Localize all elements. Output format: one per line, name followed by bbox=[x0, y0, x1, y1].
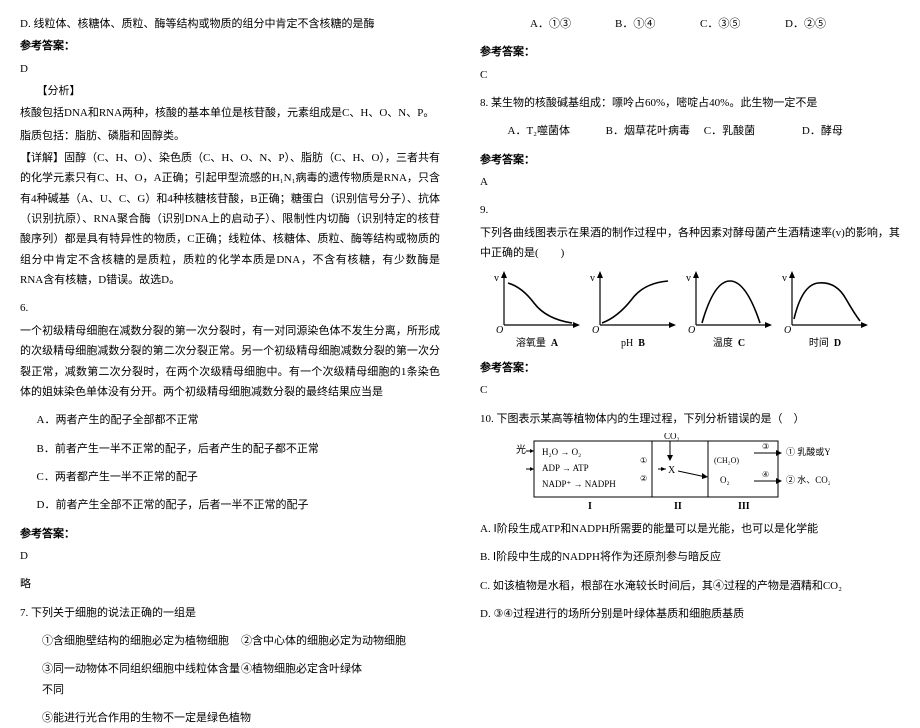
analysis-label: 【分析】 bbox=[20, 81, 440, 101]
q8-c: C．乳酸菌 bbox=[704, 121, 802, 141]
q9-text: 下列各曲线图表示在果酒的制作过程中，各种因素对酵母菌产生酒精速率(v)的影响，其… bbox=[480, 223, 900, 264]
svg-text:CO₂: CO₂ bbox=[664, 433, 680, 441]
svg-text:v: v bbox=[686, 273, 691, 284]
svg-text:v: v bbox=[590, 273, 595, 284]
opt-b: B．①④ bbox=[615, 14, 700, 34]
q8-d: D．酵母 bbox=[802, 121, 900, 141]
option-d: D. 线粒体、核糖体、质粒、酶等结构或物质的组分中肯定不含核糖的是酶 bbox=[20, 14, 440, 34]
chart-d: v O 时间 D bbox=[780, 269, 870, 354]
svg-text:②: ② bbox=[640, 474, 647, 483]
chart-a: v O 溶氧量 A bbox=[492, 269, 582, 354]
q7-text: 7. 下列关于细胞的说法正确的一组是 bbox=[20, 603, 440, 623]
q10-c: C. 如该植物是水稻，根部在水淹较长时间后，其④过程的产物是酒精和CO₂ bbox=[480, 576, 900, 596]
answer-9: C bbox=[480, 380, 900, 400]
y-label: v bbox=[494, 273, 499, 284]
answer-label-6: 参考答案： bbox=[20, 524, 440, 544]
opt-a: A．①③ bbox=[530, 14, 615, 34]
answer-label: 参考答案： bbox=[20, 36, 440, 56]
svg-text:O: O bbox=[784, 325, 791, 335]
opt-d: D．②⑤ bbox=[785, 14, 870, 34]
svg-text:① 乳酸或Y: ① 乳酸或Y bbox=[786, 446, 830, 457]
q9-number: 9. bbox=[480, 200, 900, 220]
q10-b: B. Ⅰ阶段中生成的NADPH将作为还原剂参与暗反应 bbox=[480, 547, 900, 567]
svg-text:② 水、CO₂: ② 水、CO₂ bbox=[786, 474, 830, 485]
svg-text:O: O bbox=[688, 325, 695, 335]
answer-7: C bbox=[480, 65, 900, 85]
answer-value: D bbox=[20, 59, 440, 79]
q6-opt-c: C．两者都产生一半不正常的配子 bbox=[20, 467, 440, 487]
svg-text:O: O bbox=[592, 325, 599, 335]
q6-opt-d: D．前者产生全部不正常的配子，后者一半不正常的配子 bbox=[20, 495, 440, 515]
q6-opt-b: B．前者产生一半不正常的配子，后者产生的配子都不正常 bbox=[20, 439, 440, 459]
q10-text: 10. 下图表示某高等植物体内的生理过程，下列分析错误的是（ ） bbox=[480, 409, 900, 429]
q7-opt-4: ④植物细胞必定含叶绿体 bbox=[241, 659, 440, 700]
answer-label-9: 参考答案： bbox=[480, 358, 900, 378]
q9-charts: v O 溶氧量 A v O pH B bbox=[492, 269, 900, 354]
q7-opt-1: ①含细胞壁结构的细胞必定为植物细胞 bbox=[42, 631, 241, 651]
q10-diagram: 光 H₂O → O₂ ADP → ATP NADP⁺ → NADPH CO₂ X… bbox=[510, 433, 900, 511]
opt-c: C．③⑤ bbox=[700, 14, 785, 34]
q7-opt-5: ⑤能进行光合作用的生物不一定是绿色植物 bbox=[20, 708, 440, 728]
q8-text: 8. 某生物的核酸碱基组成：嘌呤占60%，嘧啶占40%。此生物一定不是 bbox=[480, 93, 900, 113]
q8-a: A．T₂噬菌体 bbox=[508, 121, 606, 141]
q6-opt-a: A．两者产生的配子全部都不正常 bbox=[20, 410, 440, 430]
svg-text:NADP⁺ → NADPH: NADP⁺ → NADPH bbox=[542, 479, 616, 489]
answer-label-8: 参考答案： bbox=[480, 150, 900, 170]
analysis-text-2: 脂质包括：脂肪、磷脂和固醇类。 bbox=[20, 126, 440, 146]
q7-opt-3: ③同一动物体不同组织细胞中线粒体含量不同 bbox=[42, 659, 241, 700]
svg-text:III: III bbox=[738, 501, 750, 511]
svg-text:H₂O → O₂: H₂O → O₂ bbox=[542, 447, 581, 457]
answer-6-note: 略 bbox=[20, 574, 440, 594]
q7-options-row: A．①③ B．①④ C．③⑤ D．②⑤ bbox=[480, 14, 900, 34]
q6-number: 6. bbox=[20, 298, 440, 318]
detail-text: 【详解】固醇（C、H、O）、染色质（C、H、O、N、P）、脂肪（C、H、O），三… bbox=[20, 148, 440, 290]
q8-b: B．烟草花叶病毒 bbox=[606, 121, 704, 141]
svg-text:v: v bbox=[782, 273, 787, 284]
svg-text:①: ① bbox=[640, 456, 647, 465]
svg-text:O₂: O₂ bbox=[720, 475, 730, 485]
svg-text:光: 光 bbox=[516, 443, 526, 456]
q7-opt-2: ②含中心体的细胞必定为动物细胞 bbox=[241, 631, 440, 651]
svg-text:(CH₂O): (CH₂O) bbox=[714, 456, 739, 465]
svg-text:I: I bbox=[588, 501, 592, 511]
svg-text:II: II bbox=[674, 501, 682, 511]
svg-text:ADP → ATP: ADP → ATP bbox=[542, 463, 589, 473]
svg-text:③: ③ bbox=[762, 442, 769, 451]
answer-label-7: 参考答案： bbox=[480, 42, 900, 62]
svg-text:X: X bbox=[668, 465, 676, 476]
q6-text: 一个初级精母细胞在减数分裂的第一次分裂时，有一对同源染色体不发生分离，所形成的次… bbox=[20, 321, 440, 402]
svg-text:④: ④ bbox=[762, 470, 769, 479]
q10-a: A. Ⅰ阶段生成ATP和NADPH所需要的能量可以是光能，也可以是化学能 bbox=[480, 519, 900, 539]
answer-6: D bbox=[20, 546, 440, 566]
chart-c: v O 温度 C bbox=[684, 269, 774, 354]
svg-text:O: O bbox=[496, 325, 503, 335]
answer-8: A bbox=[480, 172, 900, 192]
q10-d: D. ③④过程进行的场所分别是叶绿体基质和细胞质基质 bbox=[480, 604, 900, 624]
chart-b: v O pH B bbox=[588, 269, 678, 354]
analysis-text-1: 核酸包括DNA和RNA两种，核酸的基本单位是核苷酸，元素组成是C、H、O、N、P… bbox=[20, 103, 440, 123]
